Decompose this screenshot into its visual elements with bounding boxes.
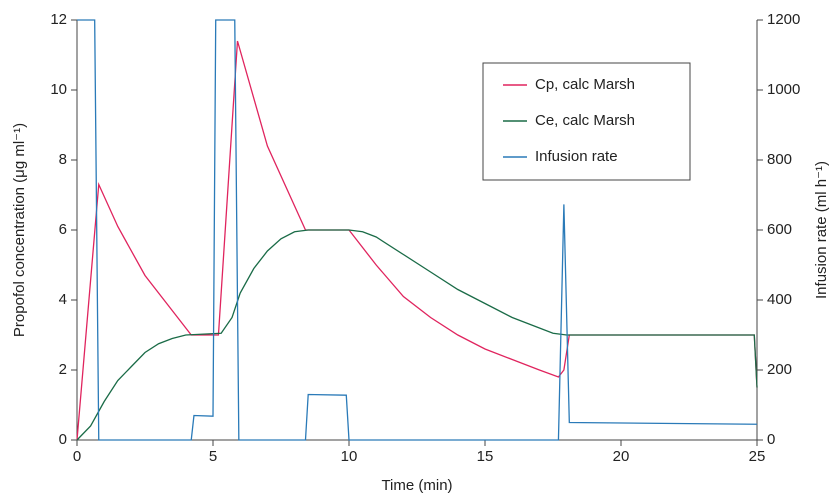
y2-tick-label: 1200 <box>767 11 800 28</box>
y-tick-label: 4 <box>59 291 67 308</box>
y-tick-label: 2 <box>59 361 67 378</box>
series-line <box>76 229 758 441</box>
x-tick-label: 0 <box>73 448 81 465</box>
x-tick-label: 20 <box>613 448 630 465</box>
x-axis-label: Time (min) <box>381 477 452 494</box>
y2-tick-label: 200 <box>767 361 792 378</box>
y-axis-label: Propofol concentration (μg ml⁻¹) <box>11 123 28 337</box>
y-tick-label: 12 <box>50 11 67 28</box>
y2-axis-label: Infusion rate (ml h⁻¹) <box>813 161 830 299</box>
y-tick-label: 0 <box>59 431 67 448</box>
x-tick-label: 25 <box>749 448 766 465</box>
y2-tick-label: 1000 <box>767 81 800 98</box>
series-line <box>77 19 758 441</box>
y2-tick-label: 400 <box>767 291 792 308</box>
y-tick-label: 8 <box>59 151 67 168</box>
x-tick-label: 10 <box>341 448 358 465</box>
y2-tick-label: 800 <box>767 151 792 168</box>
legend-label: Ce, calc Marsh <box>535 112 635 129</box>
x-tick-label: 5 <box>209 448 217 465</box>
y-tick-label: 10 <box>50 81 67 98</box>
y2-tick-label: 0 <box>767 431 775 448</box>
y2-tick-label: 600 <box>767 221 792 238</box>
y-tick-label: 6 <box>59 221 67 238</box>
legend-label: Cp, calc Marsh <box>535 76 635 93</box>
legend-label: Infusion rate <box>535 148 618 165</box>
x-tick-label: 15 <box>477 448 494 465</box>
